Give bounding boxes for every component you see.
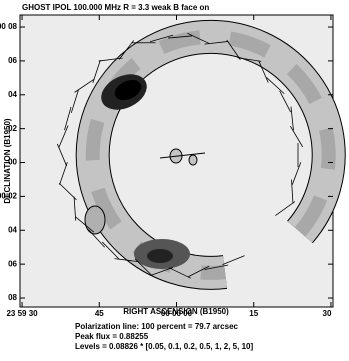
y-tick-label: 02 [8,124,17,133]
polarization-vector [88,229,105,248]
x-tick-label: 23 59 30 [6,309,38,318]
y-tick-label: -00 02 [0,192,18,201]
polarization-vector [290,126,304,148]
polarization-vector [204,264,229,270]
source-image [75,19,346,290]
polarization-vector [70,89,79,114]
polarization-vector [75,216,94,233]
polarization-vector [187,32,210,44]
y-tick-label: 08 [8,293,17,302]
note: Peak flux = 0.88255 [75,332,149,341]
polarization-vector [58,182,77,201]
polarization-vector [222,255,245,266]
polarization-vector [168,35,192,39]
y-tick-label: 00 [8,158,17,167]
polarization-vector [237,57,262,62]
y-tick-label: 04 [8,90,17,99]
polarization-vector [73,196,77,221]
polarization-vectors [56,32,304,279]
polarization-vector [187,265,210,278]
polarization-vector [279,90,291,113]
note: Polarization line: 100 percent = 79.7 ar… [75,322,239,331]
polarization-vector [226,39,241,60]
note: Levels = 0.08826 * [0.05, 0.1, 0.2, 0.5,… [75,342,253,351]
y-tick-label: 06 [8,259,17,268]
polarization-vector [169,267,191,279]
polarization-vector [275,201,296,216]
y-tick-label: 04 [8,225,17,234]
polarization-vector [64,106,72,131]
polarization-vector [291,179,294,204]
polarization-vector [150,267,173,276]
x-tick-label: 00 00 00 [161,309,193,318]
x-tick-label: 15 [249,309,258,318]
polarization-vector [266,77,285,95]
y-tick-label: 00 08 [0,22,18,31]
polarization-vector [290,106,294,131]
x-tick-label: 45 [95,309,104,318]
polarization-vector [58,125,69,148]
polarization-vector [204,41,229,45]
x-axis-label: RIGHT ASCENSION (B1950) [123,307,229,316]
chart-title: GHOST IPOL 100.000 MHz R = 3.3 weak B fa… [22,3,209,12]
polarization-vector [258,60,269,83]
polarization-vector [118,40,135,60]
polarization-vector [149,34,174,43]
polarization-vector [59,161,68,185]
polarization-vector [98,57,123,62]
polarization-vector [114,258,139,263]
polarization-vector [74,78,95,93]
polarization-vector [92,60,101,84]
polarization-vector [101,241,120,260]
x-tick-label: 30 [323,309,332,318]
polarization-vector [291,162,302,185]
y-axis-label: DECLINATION (B1950) [3,118,12,204]
y-tick-label: 06 [8,56,17,65]
